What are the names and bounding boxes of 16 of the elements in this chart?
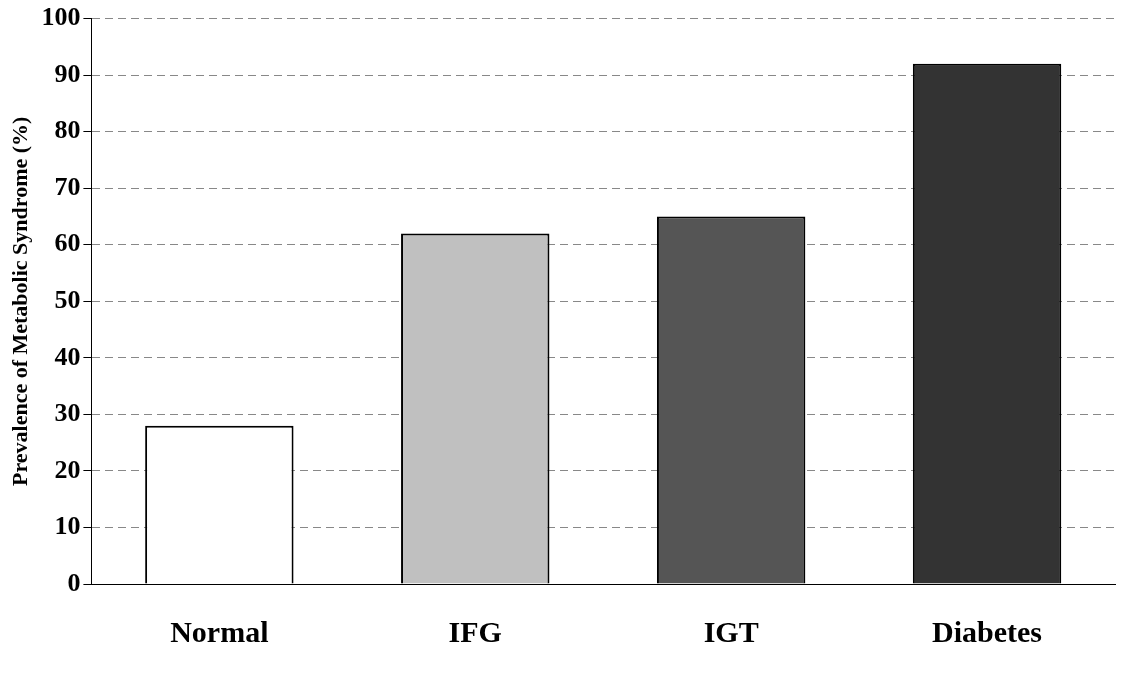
y-axis-title: Prevalence of Metabolic Syndrome (%) <box>6 116 32 487</box>
y-tick-label: 80 <box>54 115 81 145</box>
y-tick-label: 0 <box>67 567 81 597</box>
y-tick-label: 10 <box>54 511 81 541</box>
x-tick-label: IGT <box>703 614 759 648</box>
y-tick-label: 20 <box>54 454 81 484</box>
y-tick-label: 30 <box>54 398 81 428</box>
y-tick-label: 40 <box>54 341 81 371</box>
x-tick-label: Normal <box>170 614 269 648</box>
x-tick-label: Diabetes <box>932 614 1043 648</box>
x-tick-label: IFG <box>448 614 502 648</box>
y-tick-label: 100 <box>41 2 81 32</box>
y-tick-label: 90 <box>54 58 81 88</box>
y-tick-label: 60 <box>54 228 81 258</box>
y-tick-label: 50 <box>54 285 81 315</box>
y-tick-label: 70 <box>54 171 81 201</box>
